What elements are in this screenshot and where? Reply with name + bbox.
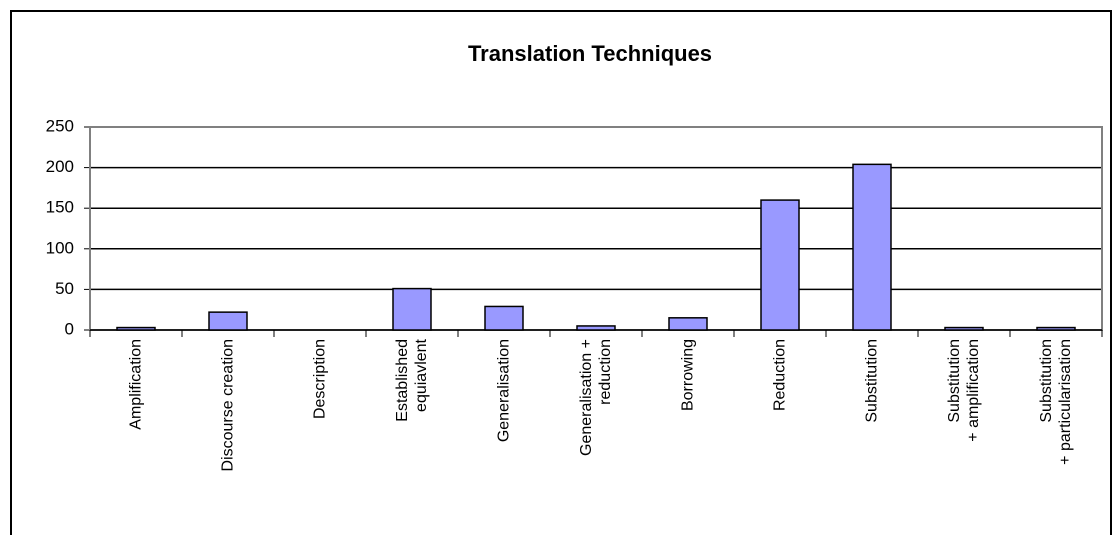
bar <box>1036 326 1076 331</box>
bar <box>668 317 708 331</box>
y-tick-label: 50 <box>55 279 74 298</box>
y-tick-label: 100 <box>46 238 74 257</box>
x-tick-label: Established equiavlent <box>394 339 430 422</box>
x-tick-label: Description <box>311 339 329 420</box>
bar <box>392 287 432 331</box>
y-tick-label: 200 <box>46 157 74 176</box>
bar <box>760 199 800 331</box>
bar <box>576 325 616 331</box>
bar <box>116 326 156 331</box>
bar <box>944 326 984 331</box>
y-tick-label: 0 <box>65 319 74 338</box>
bar <box>208 311 248 331</box>
y-tick-label: 250 <box>46 116 74 135</box>
bar <box>852 163 892 331</box>
chart-border <box>10 10 1112 535</box>
x-tick-label: Discourse creation <box>219 339 237 472</box>
x-tick-label: Substitution + particularisation <box>1038 339 1074 465</box>
x-tick-label: Reduction <box>771 339 789 412</box>
x-tick-label: Generalisation + reduction <box>578 339 614 456</box>
x-tick-label: Substitution <box>863 339 881 423</box>
chart-title: Translation Techniques <box>468 41 712 66</box>
y-tick-label: 150 <box>46 198 74 217</box>
x-tick-label: Substitution + amplification <box>946 339 982 442</box>
x-tick-label: Generalisation <box>495 339 513 443</box>
x-tick-label: Borrowing <box>679 339 697 412</box>
bar <box>484 305 524 331</box>
x-tick-label: Amplification <box>127 339 145 430</box>
